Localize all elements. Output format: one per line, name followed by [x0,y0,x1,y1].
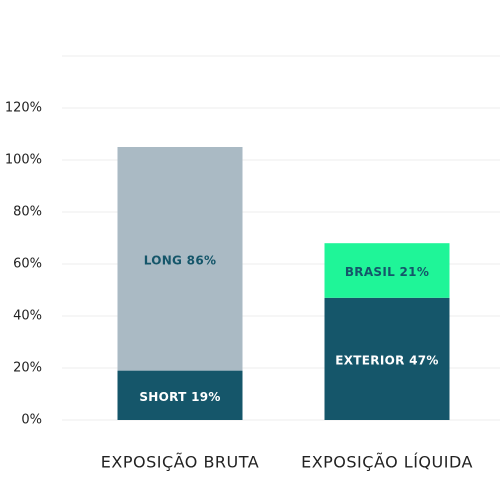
y-tick-label: 80% [13,205,42,220]
y-tick-label: 20% [13,361,42,376]
y-tick-label: 60% [13,257,42,272]
value-label: BRASIL 21% [345,265,429,279]
x-tick-label: EXPOSIÇÃO BRUTA [101,453,259,472]
value-label: LONG 86% [144,253,217,267]
x-tick-label: EXPOSIÇÃO LÍQUIDA [301,453,473,472]
y-tick-label: 120% [5,101,42,116]
bar-segment [324,297,450,420]
y-tick-label: 100% [5,153,42,168]
value-label: SHORT 19% [139,390,220,404]
y-tick-label: 0% [21,413,42,428]
value-label: EXTERIOR 47% [335,353,438,367]
bar-segment [117,147,243,371]
bar-segment [117,370,243,420]
y-tick-label: 40% [13,309,42,324]
bar-segment [324,243,450,298]
